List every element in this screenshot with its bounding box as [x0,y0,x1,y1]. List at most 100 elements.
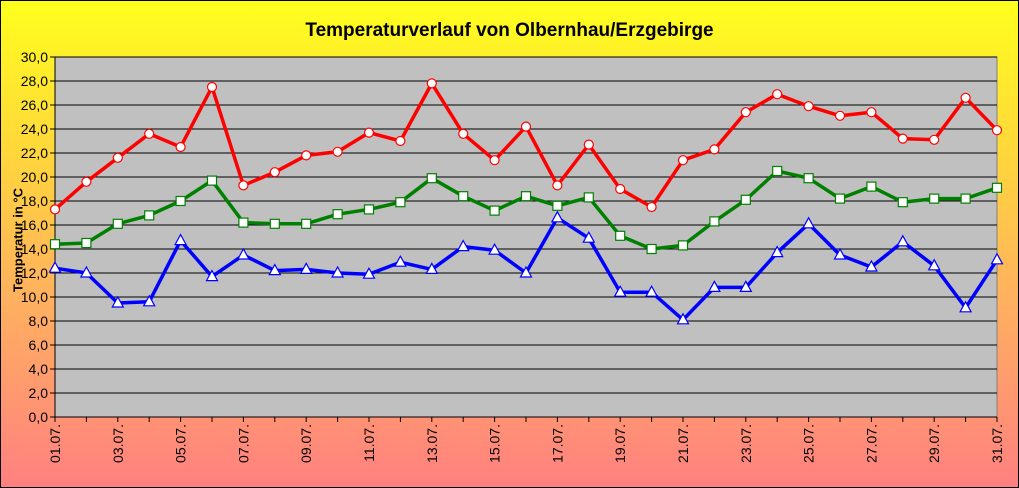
data-point [458,128,469,139]
data-point [456,239,470,252]
data-point [332,146,343,157]
data-point [677,155,689,166]
data-point [646,201,657,213]
data-point [959,300,973,313]
data-point [363,204,375,215]
data-point [583,139,594,150]
data-point [362,266,376,279]
data-point [927,258,941,271]
data-point [866,107,877,118]
data-point [458,191,469,202]
data-point [49,239,61,250]
data-point [802,216,816,229]
data-point [395,197,406,208]
data-point [772,165,783,177]
data-point [363,127,375,138]
data-point [49,204,61,215]
x-tick-label: 03.07. [110,424,126,463]
y-tick-label: 28,0 [21,73,48,89]
data-point [112,218,123,229]
x-tick-label: 07.07. [235,424,251,463]
data-point [520,121,532,132]
y-tick-label: 14,0 [21,241,48,257]
data-point [552,200,563,211]
data-point [864,259,878,272]
data-point [834,193,846,204]
data-point [960,193,971,204]
data-point [834,110,846,121]
x-tick-label: 19.07. [612,424,628,463]
data-point [929,193,940,204]
data-point [676,312,690,325]
data-point [144,128,155,139]
y-tick-label: 2,0 [29,385,49,401]
data-point [707,280,721,292]
data-point [740,194,751,205]
data-point [739,280,753,292]
y-tick-label: 10,0 [21,289,48,305]
data-point [206,175,218,186]
data-point [897,197,908,208]
chart-title: Temperaturverlauf von Olbernhau/Erzgebir… [305,20,714,41]
data-point [301,218,312,229]
data-point [615,230,626,241]
data-point [583,192,594,203]
y-tick-label: 20,0 [21,169,48,185]
data-point [269,167,280,178]
data-point [897,133,908,144]
data-point [677,240,689,251]
data-point [205,269,219,282]
data-point [81,176,92,187]
data-point [582,230,596,243]
data-point [268,263,282,276]
data-point [489,205,500,216]
data-point [833,247,847,260]
y-tick-label: 4,0 [29,361,49,377]
data-point [550,210,564,223]
data-point [299,262,313,274]
data-point [236,247,250,260]
data-point [301,150,312,161]
plot-background [54,56,998,418]
data-point [238,180,249,191]
data-point [613,284,627,297]
data-point [489,155,500,166]
x-tick-label: 23.07. [738,424,754,463]
data-point [393,254,407,267]
data-point [238,217,249,228]
data-point [111,295,125,308]
data-point [645,284,659,297]
data-point [175,141,186,153]
data-point [81,237,92,249]
x-tick-label: 31.07. [989,424,1005,463]
data-point [803,101,814,112]
data-point [803,173,814,184]
data-point [929,134,940,145]
y-tick-label: 12,0 [21,265,48,281]
data-point [331,265,345,278]
data-point [866,181,877,192]
data-point [142,294,156,307]
data-point [896,234,910,247]
data-point [112,152,123,163]
x-tick-label: 17.07. [549,424,565,463]
x-tick-label: 05.07. [173,424,189,463]
y-tick-label: 24,0 [21,121,48,137]
data-point [520,191,532,202]
data-point [269,218,280,229]
y-tick-label: 22,0 [21,145,48,161]
data-point [552,180,563,191]
data-point [425,262,439,274]
y-tick-label: 8,0 [29,313,49,329]
data-point [615,183,626,195]
data-point [770,245,784,258]
data-point [709,144,720,155]
data-point [426,78,437,89]
data-point [519,265,533,278]
data-point [174,233,188,246]
y-tick-label: 0,0 [29,409,49,425]
y-tick-label: 30,0 [21,49,48,65]
data-point [740,107,751,118]
data-point [991,125,1003,136]
y-tick-label: 26,0 [21,97,48,113]
